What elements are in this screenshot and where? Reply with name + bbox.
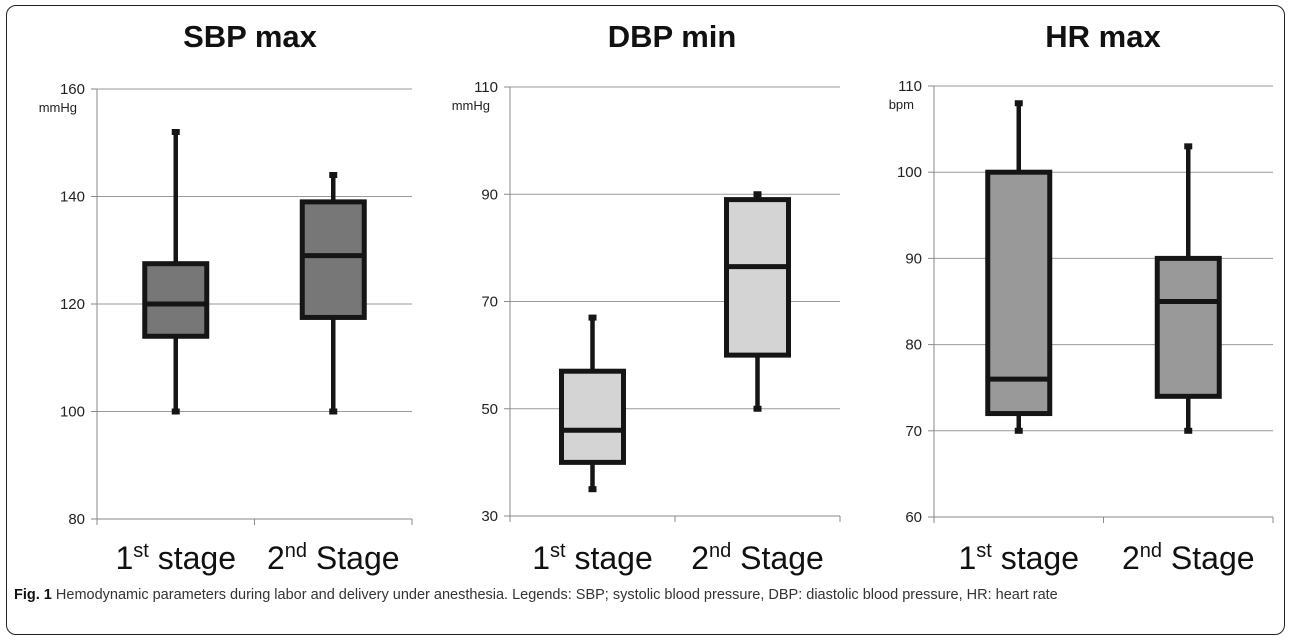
y-tick-label: 160 — [60, 81, 85, 98]
y-tick-label: 80 — [68, 511, 85, 528]
category-label: 2nd Stage — [1122, 540, 1255, 576]
box-2 — [1154, 143, 1222, 434]
min-marker — [588, 486, 597, 493]
y-tick-label: 70 — [905, 423, 922, 440]
chart-panel-1: SBP max 80 100 120 140 160 mmHg 1st stage 2nd St… — [39, 19, 413, 576]
box-body — [985, 169, 1053, 417]
y-tick-label: 70 — [481, 294, 498, 311]
y-unit-label: mmHg — [39, 100, 77, 115]
y-tick-label: 30 — [481, 508, 498, 525]
min-marker — [329, 408, 338, 415]
y-tick-label: 90 — [481, 186, 498, 203]
max-marker — [588, 314, 597, 321]
chart-panel-2: DBP min 30 50 70 90 110 mmHg 1st stage 2nd Stage — [452, 19, 841, 576]
y-tick-label: 90 — [905, 250, 922, 267]
box-body — [1154, 255, 1222, 399]
category-label: 2nd Stage — [691, 540, 824, 576]
y-tick-label: 100 — [897, 164, 922, 181]
chart-title: HR max — [1045, 19, 1161, 54]
box-1 — [142, 129, 210, 415]
min-marker — [1014, 427, 1023, 434]
figure-frame — [6, 5, 1285, 635]
y-tick-label: 80 — [905, 337, 922, 354]
min-marker — [753, 405, 762, 412]
min-marker — [1184, 427, 1193, 434]
box-1 — [559, 314, 626, 493]
box-1 — [985, 100, 1053, 434]
category-label: 1st stage — [958, 540, 1079, 576]
max-marker — [171, 129, 180, 135]
y-tick-label: 140 — [60, 189, 85, 206]
y-tick-label: 50 — [481, 401, 498, 418]
chart-title: SBP max — [183, 19, 318, 54]
box-2 — [724, 191, 791, 412]
y-tick-label: 110 — [474, 79, 498, 96]
y-tick-label: 110 — [898, 78, 922, 95]
caption-text: Hemodynamic parameters during labor and … — [55, 587, 1058, 603]
category-label: 1st stage — [532, 540, 653, 576]
figure-caption: Fig. 1 Hemodynamic parameters during lab… — [14, 586, 1276, 605]
box-plot-figure: SBP max 80 100 120 140 160 mmHg 1st stage 2nd St… — [39, 19, 1274, 576]
category-label: 1st stage — [115, 540, 236, 576]
y-tick-label: 100 — [60, 404, 85, 421]
y-unit-label: mmHg — [452, 98, 490, 113]
box-body — [559, 368, 626, 465]
category-label: 2nd Stage — [267, 540, 400, 576]
y-tick-label: 120 — [60, 296, 85, 313]
box-body — [142, 261, 210, 339]
max-marker — [753, 191, 762, 198]
box-2 — [299, 172, 367, 415]
max-marker — [329, 172, 338, 178]
chart-title: DBP min — [608, 19, 737, 54]
box-body — [724, 197, 791, 358]
y-unit-label: bpm — [889, 97, 914, 112]
box-body — [299, 199, 367, 320]
max-marker — [1014, 100, 1023, 107]
max-marker — [1184, 143, 1193, 150]
y-tick-label: 60 — [905, 509, 922, 526]
min-marker — [171, 408, 180, 415]
figure-label: Fig. 1 — [14, 587, 52, 603]
chart-panel-3: HR max 60 70 80 90 100 110 bpm 1st stage 2nd Stag… — [889, 19, 1274, 576]
